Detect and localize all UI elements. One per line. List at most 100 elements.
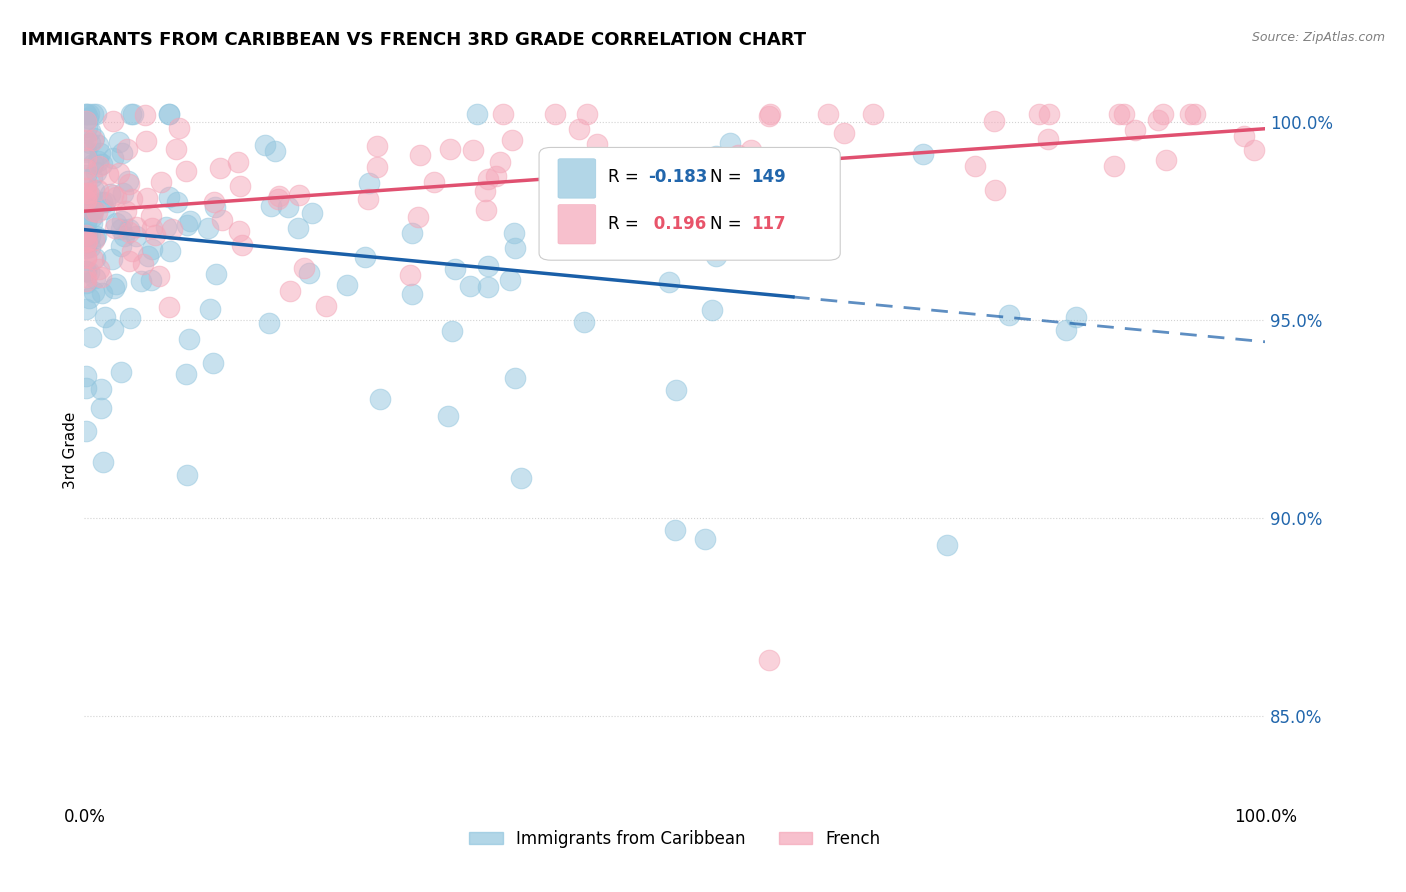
- Point: [176, 163, 198, 178]
- Point: [437, 409, 460, 423]
- Point: [75, 301, 97, 316]
- Point: [91, 157, 114, 171]
- Point: [86, 183, 108, 197]
- Point: [398, 268, 420, 282]
- Point: [75, 107, 97, 121]
- Point: [75, 181, 97, 195]
- Point: [79, 240, 101, 254]
- Point: [1102, 159, 1125, 173]
- Point: [576, 107, 599, 121]
- Point: [120, 107, 142, 121]
- Point: [201, 356, 224, 370]
- Point: [101, 114, 124, 128]
- Point: [84, 165, 107, 179]
- Point: [136, 249, 159, 263]
- Point: [157, 107, 180, 121]
- Point: [80, 330, 103, 344]
- Point: [477, 259, 499, 273]
- FancyBboxPatch shape: [538, 147, 841, 260]
- Point: [125, 219, 148, 234]
- Point: [709, 231, 731, 245]
- Point: [1064, 310, 1087, 325]
- Point: [76, 120, 98, 135]
- Point: [139, 209, 162, 223]
- Point: [267, 192, 290, 206]
- Point: [75, 235, 97, 249]
- Point: [101, 252, 124, 266]
- Point: [477, 172, 499, 186]
- Point: [368, 392, 391, 406]
- Point: [75, 193, 97, 207]
- Point: [105, 216, 128, 230]
- Text: 117: 117: [752, 215, 786, 233]
- Text: N =: N =: [710, 215, 747, 233]
- Point: [75, 227, 97, 241]
- Text: R =: R =: [607, 215, 644, 233]
- Point: [75, 251, 97, 265]
- Point: [97, 167, 120, 181]
- Point: [159, 244, 181, 259]
- Point: [104, 277, 127, 292]
- Point: [86, 137, 108, 152]
- Point: [82, 202, 104, 217]
- Point: [125, 228, 148, 243]
- Point: [1147, 113, 1170, 128]
- Point: [269, 189, 291, 203]
- Point: [141, 220, 163, 235]
- Point: [176, 218, 198, 232]
- Point: [423, 175, 446, 189]
- Point: [229, 178, 252, 193]
- Point: [157, 107, 180, 121]
- Point: [75, 198, 97, 212]
- Point: [134, 108, 156, 122]
- Point: [197, 221, 219, 235]
- Point: [488, 154, 510, 169]
- Point: [82, 133, 104, 147]
- Point: [278, 284, 301, 298]
- Point: [118, 222, 141, 236]
- Point: [76, 226, 98, 240]
- Point: [86, 205, 108, 219]
- Point: [1232, 128, 1254, 143]
- Point: [572, 315, 595, 329]
- Point: [505, 241, 527, 255]
- Point: [90, 285, 112, 300]
- Point: [666, 231, 689, 245]
- Point: [277, 200, 299, 214]
- Point: [75, 215, 97, 229]
- Point: [294, 260, 316, 275]
- Point: [700, 303, 723, 318]
- Point: [560, 156, 582, 170]
- Point: [90, 382, 112, 396]
- Point: [75, 143, 97, 157]
- Point: [211, 213, 233, 227]
- Point: [89, 146, 111, 161]
- Point: [75, 241, 97, 255]
- Point: [202, 194, 225, 209]
- Point: [664, 523, 686, 537]
- Point: [79, 107, 101, 121]
- Point: [198, 301, 221, 316]
- Point: [408, 148, 430, 162]
- Point: [817, 107, 839, 121]
- Point: [75, 368, 97, 383]
- Point: [658, 173, 681, 187]
- Point: [75, 381, 97, 395]
- Point: [75, 133, 97, 147]
- Point: [115, 142, 138, 156]
- Point: [1243, 143, 1265, 157]
- Text: R =: R =: [607, 168, 644, 186]
- Point: [120, 311, 142, 326]
- Point: [83, 183, 105, 197]
- Point: [160, 222, 183, 236]
- Point: [401, 226, 423, 240]
- Point: [585, 136, 607, 151]
- Point: [204, 201, 226, 215]
- Point: [681, 183, 703, 197]
- Point: [298, 266, 321, 280]
- Point: [135, 191, 157, 205]
- Point: [104, 190, 127, 204]
- Point: [121, 192, 143, 206]
- Point: [315, 299, 337, 313]
- Point: [79, 228, 101, 243]
